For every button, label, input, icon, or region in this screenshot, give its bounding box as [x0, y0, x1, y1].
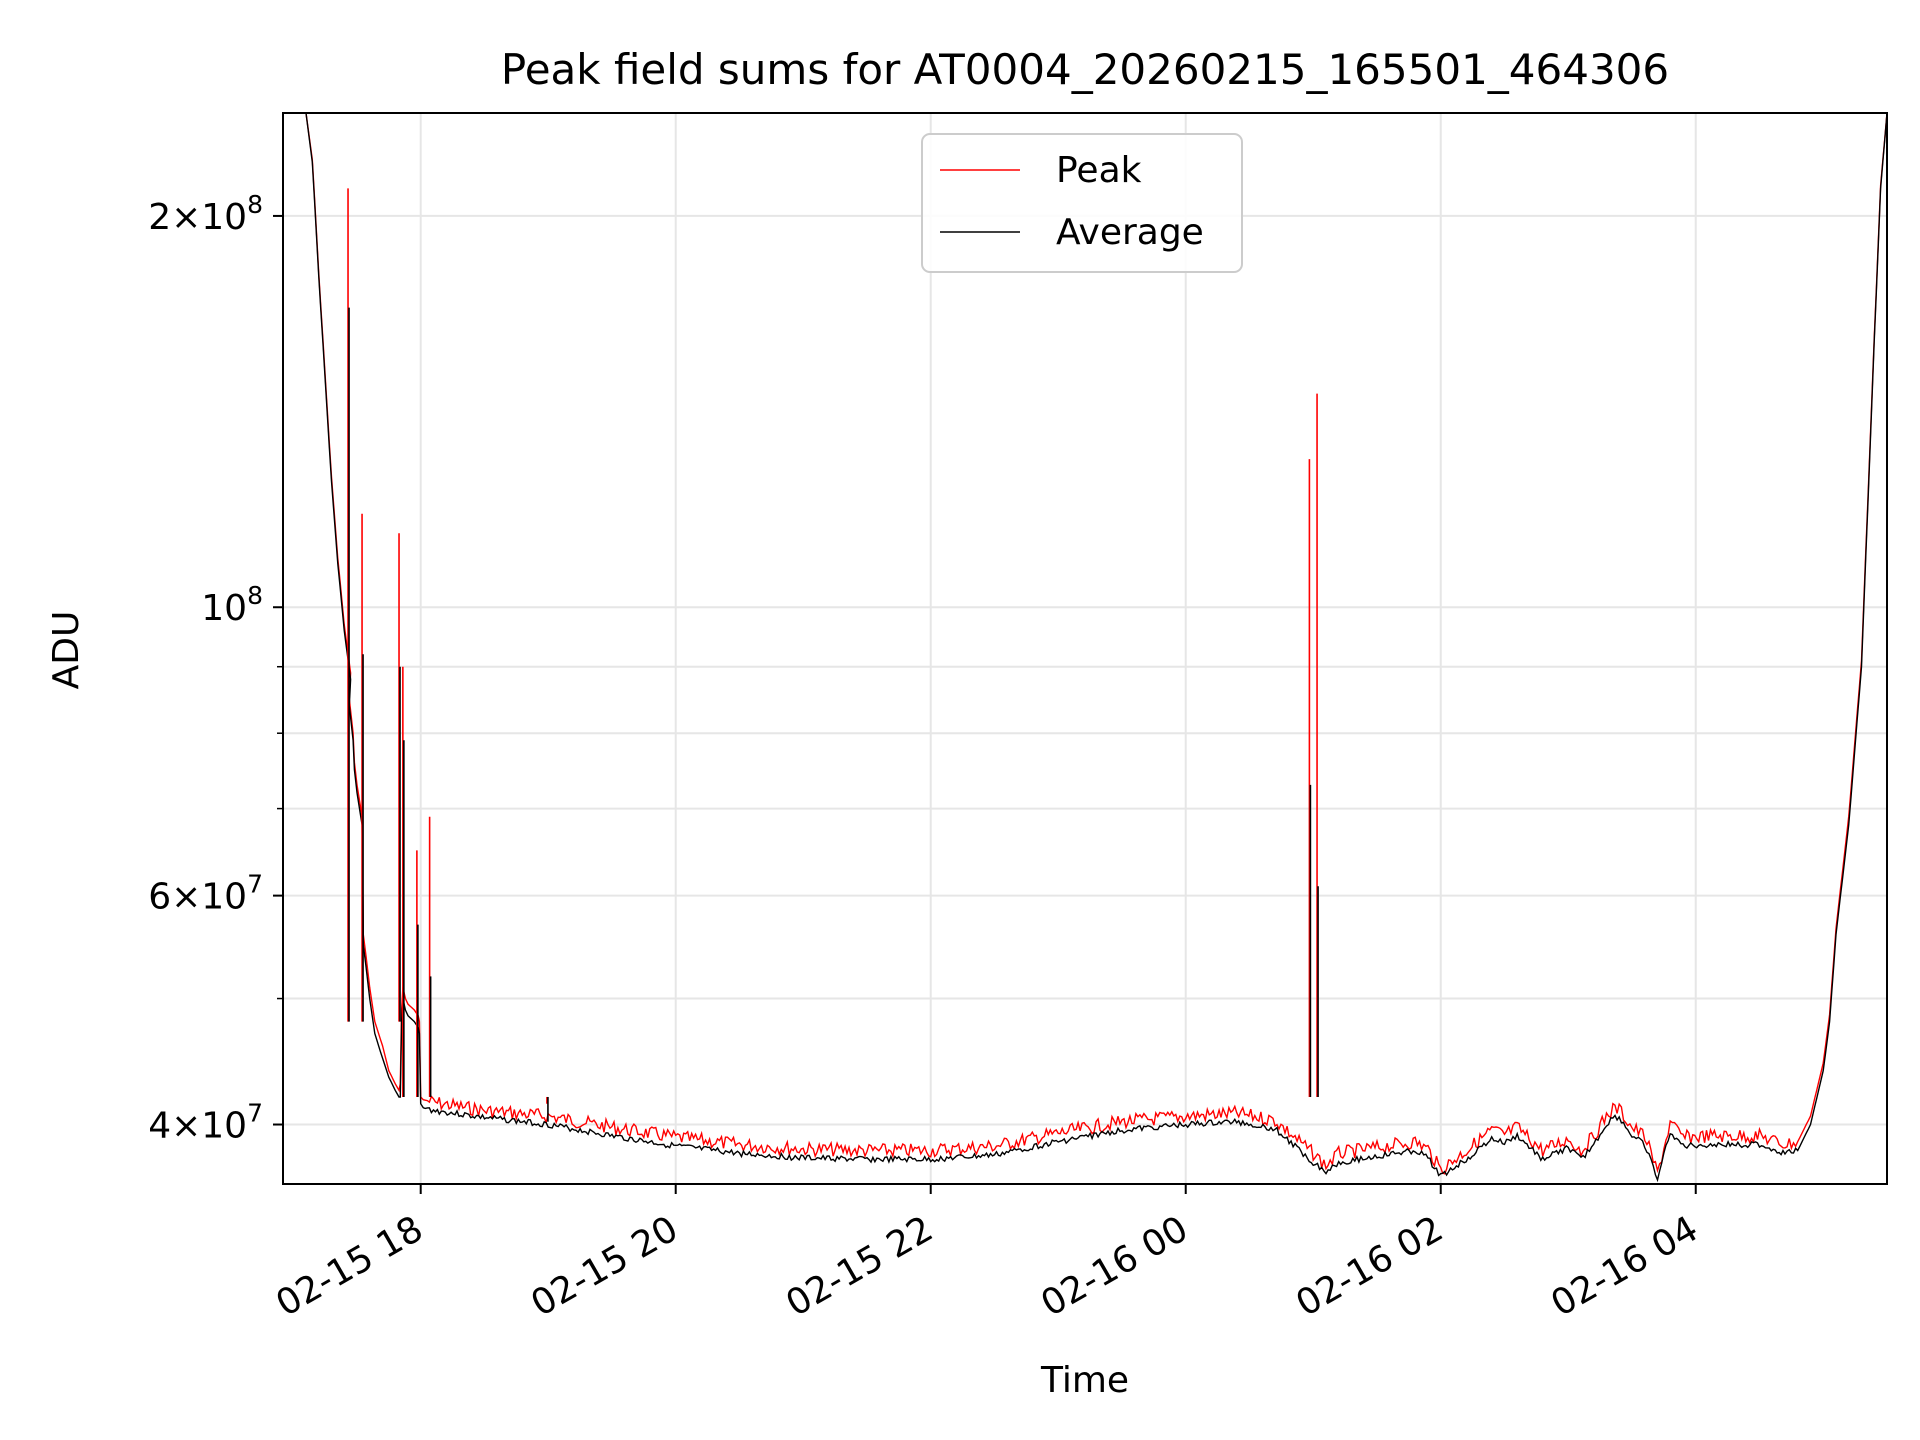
y-axis-label: ADU: [46, 611, 87, 690]
legend: Peak Average: [921, 133, 1243, 273]
y-tick-label: 4×107: [148, 1099, 263, 1147]
legend-label-peak: Peak: [1056, 150, 1142, 191]
chart-title: Peak field sums for AT0004_20260215_1655…: [501, 45, 1669, 94]
y-tick-label: 108: [201, 581, 263, 629]
legend-box: [921, 133, 1243, 273]
series-line-average: [283, 113, 1887, 1183]
legend-label-average: Average: [1056, 212, 1204, 253]
plot-frame: [282, 112, 1888, 1185]
x-axis-label: Time: [1040, 1360, 1129, 1401]
y-tick-label: 2×108: [148, 190, 263, 238]
series-group: [283, 113, 1887, 1183]
y-tick-label: 6×107: [148, 870, 263, 918]
